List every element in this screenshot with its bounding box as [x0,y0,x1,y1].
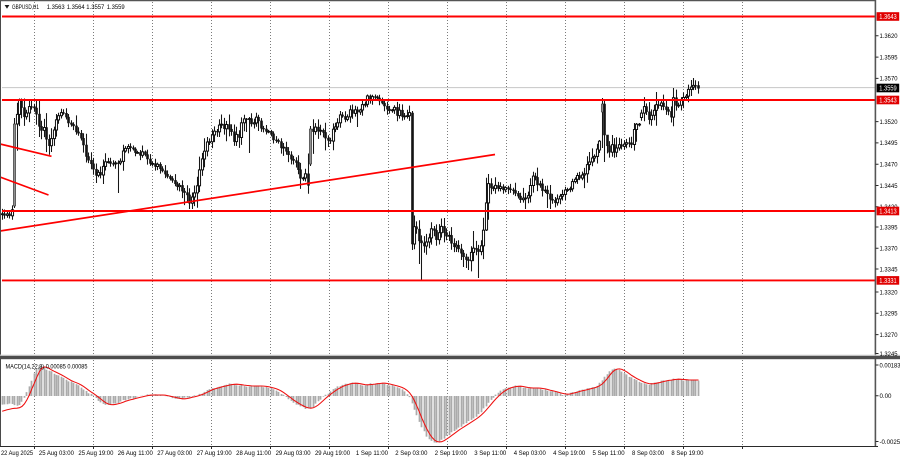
svg-text:27 Aug 03:00: 27 Aug 03:00 [157,450,192,457]
svg-text:1.3564: 1.3564 [67,4,85,11]
svg-text:1.3543: 1.3543 [879,98,897,105]
svg-text:1.3520: 1.3520 [880,119,898,126]
svg-text:27 Aug 19:00: 27 Aug 19:00 [197,450,232,457]
svg-text:1.3295: 1.3295 [880,311,898,318]
svg-text:0.00183: 0.00183 [880,362,900,369]
svg-text:3 Sep 11:00: 3 Sep 11:00 [474,450,507,457]
svg-text:1.3395: 1.3395 [880,224,898,231]
svg-text:5 Sep 11:00: 5 Sep 11:00 [593,450,626,457]
svg-text:1.3643: 1.3643 [879,14,897,21]
svg-text:4 Sep 03:00: 4 Sep 03:00 [514,450,547,457]
svg-text:1.3563: 1.3563 [47,4,65,11]
svg-text:1.3270: 1.3270 [880,332,898,339]
svg-text:1.3620: 1.3620 [880,33,898,40]
svg-text:1.3470: 1.3470 [880,162,898,169]
svg-text:8 Sep 03:00: 8 Sep 03:00 [632,450,665,457]
svg-text:1 Sep 11:00: 1 Sep 11:00 [356,450,389,457]
svg-text:1.3559: 1.3559 [879,86,897,93]
svg-text:1.3595: 1.3595 [880,54,898,61]
svg-text:28 Aug 11:00: 28 Aug 11:00 [236,450,271,457]
svg-text:25 Aug 03:00: 25 Aug 03:00 [39,450,74,457]
svg-text:1.3557: 1.3557 [86,4,104,11]
svg-text:1.3570: 1.3570 [880,76,898,83]
svg-text:26 Aug 11:00: 26 Aug 11:00 [118,450,153,457]
svg-text:GBPUSD,H1: GBPUSD,H1 [12,4,39,11]
svg-text:2 Sep 19:00: 2 Sep 19:00 [435,450,468,457]
svg-text:1.3495: 1.3495 [880,140,898,147]
svg-text:4 Sep 19:00: 4 Sep 19:00 [553,450,586,457]
svg-text:29 Aug 03:00: 29 Aug 03:00 [276,450,311,457]
svg-text:1.3320: 1.3320 [880,289,898,296]
svg-text:MACD(14,22,3) 0.00085 0.00085: MACD(14,22,3) 0.00085 0.00085 [6,364,88,371]
svg-text:1.3445: 1.3445 [880,183,898,190]
svg-text:25 Aug 19:00: 25 Aug 19:00 [78,450,113,457]
svg-text:1.3245: 1.3245 [880,351,898,358]
svg-text:1.3345: 1.3345 [880,266,898,273]
svg-text:2 Sep 03:00: 2 Sep 03:00 [395,450,428,457]
svg-text:0.00: 0.00 [880,393,892,400]
svg-text:1.3331: 1.3331 [879,278,897,285]
svg-text:22 Aug 2025: 22 Aug 2025 [1,450,33,457]
svg-text:8 Sep 19:00: 8 Sep 19:00 [671,450,704,457]
svg-text:1.3559: 1.3559 [107,4,125,11]
svg-text:-0.00259: -0.00259 [880,439,900,446]
svg-text:29 Aug 19:00: 29 Aug 19:00 [315,450,350,457]
svg-text:1.3370: 1.3370 [880,246,898,253]
svg-text:1.3413: 1.3413 [879,209,897,216]
